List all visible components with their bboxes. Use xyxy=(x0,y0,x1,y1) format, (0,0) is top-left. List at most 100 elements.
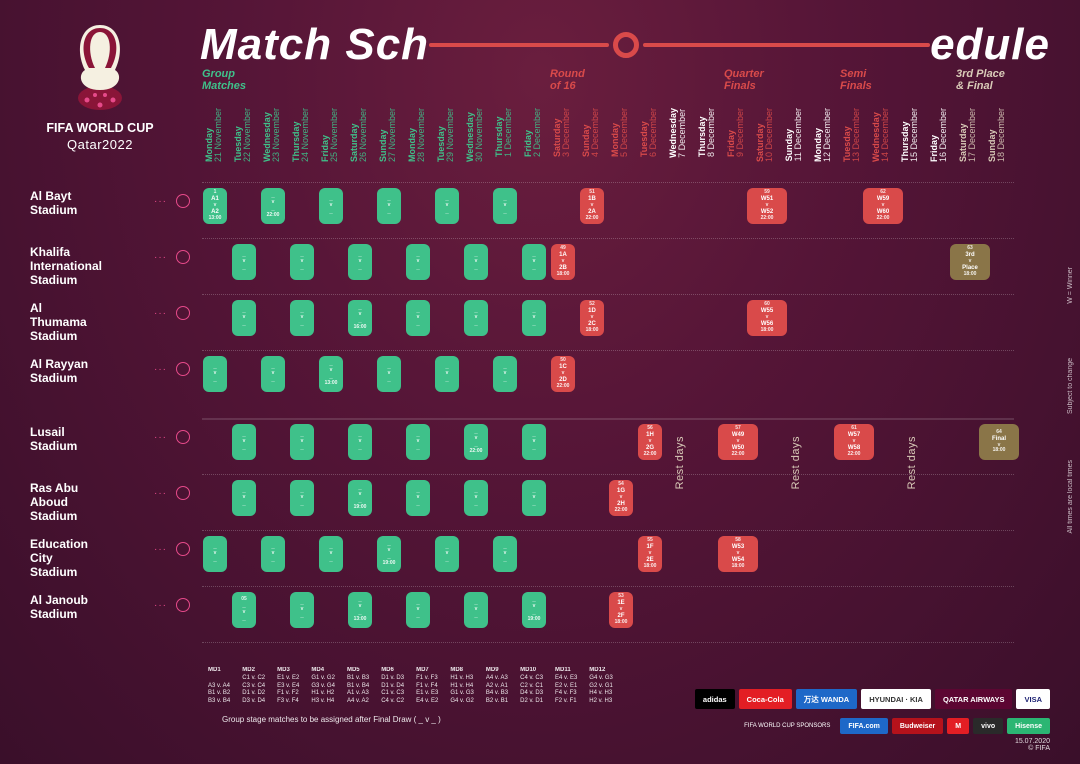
day-header: Wednesday30 November xyxy=(466,108,484,162)
sponsor-badge: VISA xyxy=(1016,689,1050,709)
day-header: Saturday3 December xyxy=(553,108,571,157)
match-chip: _v_ xyxy=(203,536,227,572)
sponsor-badge: FIFA.com xyxy=(840,718,888,734)
stadium-ball-icon xyxy=(176,306,190,320)
match-chip: _v_ xyxy=(464,592,488,628)
sponsor-badge: M xyxy=(947,718,969,734)
match-chip: _v_ xyxy=(522,480,546,516)
day-header: Tuesday13 December xyxy=(843,108,861,162)
stadium-ball-icon xyxy=(176,250,190,264)
day-header: Wednesday14 December xyxy=(872,108,890,162)
match-chip: _v_ xyxy=(493,356,517,392)
match-chip: 05_v_ xyxy=(232,592,256,628)
stadium-ball-icon xyxy=(176,194,190,208)
match-chip: 551Fv2E18:00 xyxy=(638,536,662,572)
match-chip: 491Av2B18:00 xyxy=(551,244,575,280)
stadium-dots-icon: ··· xyxy=(154,196,167,207)
match-chip: _v_ xyxy=(522,244,546,280)
matchday-table: MD1MD2MD3MD4MD5MD6MD7MD8MD9MD10MD11MD12C… xyxy=(202,667,619,706)
match-chip: 60W55vW5618:00 xyxy=(747,300,787,336)
stadium-label: Al RayyanStadium xyxy=(30,358,170,386)
day-header: Friday2 December xyxy=(524,108,542,157)
phase-label: 3rd Place& Final xyxy=(956,68,1014,92)
match-chip: _v_ xyxy=(261,356,285,392)
stadium-dots-icon: ··· xyxy=(154,544,167,555)
match-chip: _v_ xyxy=(348,244,372,280)
match-chip: _v_ xyxy=(348,424,372,460)
day-header: Wednesday23 November xyxy=(263,108,281,162)
stadium-ball-icon xyxy=(176,598,190,612)
stadium-ball-icon xyxy=(176,362,190,376)
match-chip: _v_ xyxy=(435,188,459,224)
day-header: Thursday15 December xyxy=(901,108,919,162)
match-chip: _v_ xyxy=(377,188,401,224)
stadium-label: Al JanoubStadium xyxy=(30,594,170,622)
title-ring-icon xyxy=(613,32,639,58)
match-chip: _v_ xyxy=(290,244,314,280)
title-part-1: Match Sch xyxy=(200,20,429,70)
phase-label: GroupMatches xyxy=(202,68,550,92)
day-header: Monday28 November xyxy=(408,108,426,162)
match-chip: _v_22:00 xyxy=(464,424,488,460)
stadium-label: AlThumamaStadium xyxy=(30,302,170,343)
match-chip: _v_ xyxy=(464,300,488,336)
day-header: Thursday1 December xyxy=(495,108,513,157)
match-chip: _v_13:00 xyxy=(319,356,343,392)
match-chip: _v_ xyxy=(406,424,430,460)
day-header: Wednesday7 December xyxy=(669,108,687,158)
page: FIFA WORLD CUP Qatar2022 Match Sch edule… xyxy=(0,0,1080,764)
row-divider xyxy=(202,182,1014,183)
rest-label: Rest days xyxy=(790,436,802,489)
match-chip: _v_22:00 xyxy=(261,188,285,224)
day-header: Tuesday29 November xyxy=(437,108,455,162)
match-chip: _v_ xyxy=(319,188,343,224)
stadium-label: Ras AbuAboudStadium xyxy=(30,482,170,523)
sponsor-badge: HYUNDAI · KIA xyxy=(861,689,931,709)
sponsor-badge: Coca-Cola xyxy=(739,689,792,709)
match-chip: 1A1vA213:00 xyxy=(203,188,227,224)
match-chip: 59W51vW5222:00 xyxy=(747,188,787,224)
match-chip: _v_ xyxy=(290,300,314,336)
day-header: Tuesday22 November xyxy=(234,108,252,162)
stadium-label: KhalifaInternationalStadium xyxy=(30,246,170,287)
match-chip: 633rdvPlace18:00 xyxy=(950,244,990,280)
side-note-1: All times are local times xyxy=(1067,460,1074,534)
sponsors-row-1: adidasCoca-Cola万达 WANDAHYUNDAI · KIAQATA… xyxy=(695,689,1050,709)
day-header: Sunday11 December xyxy=(785,108,803,161)
match-chip: _v_19:00 xyxy=(377,536,401,572)
row-divider xyxy=(202,418,1014,420)
title-part-2: edule xyxy=(930,20,1050,70)
day-header: Monday21 November xyxy=(205,108,223,162)
rest-label: Rest days xyxy=(674,436,686,489)
stadium-dots-icon: ··· xyxy=(154,364,167,375)
match-chip: _v_16:00 xyxy=(348,300,372,336)
match-chip: _v_ xyxy=(435,356,459,392)
day-header: Saturday26 November xyxy=(350,108,368,162)
row-divider xyxy=(202,642,1014,643)
row-divider xyxy=(202,586,1014,587)
day-header: Thursday8 December xyxy=(698,108,716,157)
match-chip: 501Cv2D22:00 xyxy=(551,356,575,392)
stadium-dots-icon: ··· xyxy=(154,252,167,263)
match-chip: _v_ xyxy=(232,300,256,336)
stadium-dots-icon: ··· xyxy=(154,432,167,443)
credit: 15.07.2020 © FIFA xyxy=(1015,738,1050,752)
phase-label: SemiFinals xyxy=(840,68,898,92)
match-chip: _v_ xyxy=(319,536,343,572)
match-chip: _v_ xyxy=(203,356,227,392)
match-chip: 561Hv2G22:00 xyxy=(638,424,662,460)
day-header: Tuesday6 December xyxy=(640,108,658,157)
row-divider xyxy=(202,474,1014,475)
phase-label: Roundof 16 xyxy=(550,68,666,92)
day-header: Sunday18 December xyxy=(988,108,1006,162)
day-header: Monday5 December xyxy=(611,108,629,157)
match-chip: 521Dv2C18:00 xyxy=(580,300,604,336)
row-divider xyxy=(202,238,1014,239)
match-chip: _v_ xyxy=(290,480,314,516)
match-chip: _v_19:00 xyxy=(522,592,546,628)
credit-date: 15.07.2020 xyxy=(1015,738,1050,745)
stadium-ball-icon xyxy=(176,430,190,444)
stadium-dots-icon: ··· xyxy=(154,488,167,499)
stadium-label: Al BaytStadium xyxy=(30,190,170,218)
day-header: Saturday17 December xyxy=(959,108,977,162)
